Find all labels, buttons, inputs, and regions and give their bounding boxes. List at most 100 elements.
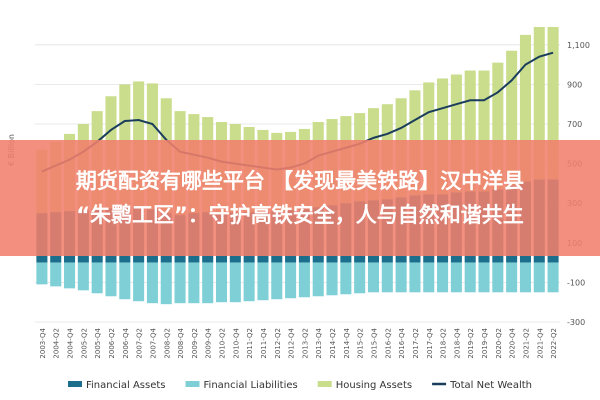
bar: [395, 262, 407, 293]
bar: [298, 262, 310, 298]
x-tick-label: 2021-Q2: [522, 328, 530, 359]
legend-label: Total Net Wealth: [449, 380, 532, 391]
x-tick-label: 2005-Q4: [94, 327, 102, 358]
x-tick-label: 2008-Q2: [163, 328, 171, 359]
x-tick-label: 2007-Q4: [149, 327, 157, 358]
overlay-line: 期货配资有哪些平台 【发现最美铁路】汉中洋县: [75, 169, 525, 193]
bar: [243, 262, 255, 302]
x-tick-label: 2012-Q4: [288, 327, 296, 358]
bar: [450, 262, 462, 293]
bar: [133, 262, 145, 302]
y-tick-label: 700: [567, 120, 582, 129]
bar: [91, 262, 103, 294]
bar: [464, 262, 476, 293]
legend-swatch: [68, 381, 82, 387]
x-tick-label: 2019-Q2: [467, 328, 475, 359]
bar: [340, 262, 352, 295]
x-tick-label: 2009-Q2: [191, 328, 199, 359]
x-tick-label: 2019-Q4: [481, 327, 489, 358]
legend-swatch: [317, 381, 332, 387]
bar: [450, 74, 462, 193]
x-tick-label: 2007-Q2: [136, 328, 144, 359]
bar: [188, 262, 200, 304]
x-tick-label: 2020-Q2: [495, 328, 503, 359]
bar: [160, 262, 172, 305]
x-tick-label: 2017-Q2: [412, 328, 420, 359]
bar: [519, 262, 531, 293]
x-tick-label: 2008-Q4: [177, 327, 185, 358]
bar: [215, 262, 228, 303]
bar: [423, 82, 435, 195]
y-tick-label: -300: [567, 318, 585, 327]
bar: [326, 262, 338, 296]
bar: [50, 262, 62, 287]
x-tick-label: 2004-Q2: [53, 328, 61, 359]
bar: [146, 262, 158, 304]
y-tick-label: 1,100: [567, 41, 590, 50]
x-tick-label: 2011-Q2: [246, 328, 254, 359]
bar: [367, 262, 380, 293]
bar: [533, 26, 545, 180]
x-tick-label: 2009-Q4: [205, 327, 213, 358]
bar: [437, 78, 449, 195]
bar: [409, 262, 421, 293]
bar: [285, 262, 297, 299]
bar: [36, 262, 48, 285]
bar: [519, 34, 531, 182]
x-tick-label: 2013-Q4: [315, 327, 323, 358]
y-tick-label: -100: [567, 278, 585, 287]
bar: [478, 262, 490, 293]
bar: [105, 262, 117, 297]
bar: [119, 262, 131, 300]
x-tick-label: 2010-Q4: [232, 327, 240, 358]
bar: [478, 70, 490, 192]
bar: [64, 262, 76, 289]
legend-label: Financial Liabilities: [204, 380, 298, 391]
bar: [423, 262, 435, 293]
bar: [202, 262, 214, 304]
bar: [533, 262, 545, 293]
bar: [381, 262, 393, 293]
x-tick-label: 2015-Q4: [370, 327, 378, 358]
bar: [77, 262, 89, 291]
y-tick-label: 900: [567, 80, 582, 89]
x-tick-label: 2018-Q2: [440, 328, 448, 359]
x-tick-label: 2006-Q4: [122, 327, 130, 358]
x-tick-label: 2018-Q4: [453, 327, 461, 358]
legend-label: Financial Assets: [86, 380, 166, 391]
x-tick-label: 2012-Q2: [274, 328, 282, 359]
x-tick-label: 2016-Q2: [384, 328, 392, 359]
legend-swatch: [185, 381, 200, 387]
bar: [492, 62, 504, 190]
overlay-line: “朱鹮工区”：守护高铁安全，人与自然和谐共生: [76, 203, 524, 227]
bar: [257, 262, 269, 301]
bar: [354, 262, 366, 294]
x-tick-label: 2014-Q2: [329, 328, 337, 359]
x-tick-label: 2006-Q2: [108, 328, 116, 359]
x-tick-label: 2011-Q4: [260, 327, 268, 358]
bar: [437, 262, 449, 293]
bar: [506, 262, 518, 293]
x-tick-label: 2017-Q4: [426, 327, 434, 358]
bar: [492, 262, 504, 293]
x-tick-label: 2021-Q4: [536, 327, 544, 358]
x-tick-label: 2015-Q2: [357, 328, 365, 359]
bar: [174, 262, 186, 304]
bar: [229, 262, 241, 303]
x-tick-label: 2016-Q4: [398, 327, 406, 358]
x-tick-label: 2010-Q2: [219, 328, 227, 359]
x-tick-label: 2003-Q4: [39, 327, 47, 358]
bar: [271, 262, 283, 300]
x-tick-label: 2004-Q4: [67, 327, 75, 358]
legend-label: Housing Assets: [336, 380, 412, 391]
x-tick-label: 2022-Q2: [550, 328, 558, 359]
bar: [464, 70, 476, 192]
x-tick-label: 2020-Q4: [509, 327, 517, 358]
x-tick-label: 2014-Q4: [343, 327, 351, 358]
bar: [547, 262, 559, 293]
bar: [547, 26, 559, 180]
x-tick-label: 2013-Q2: [301, 328, 309, 359]
overlay-banner: 期货配资有哪些平台 【发现最美铁路】汉中洋县 “朱鹮工区”：守护高铁安全，人与自…: [0, 140, 600, 256]
x-tick-label: 2005-Q2: [80, 328, 88, 359]
